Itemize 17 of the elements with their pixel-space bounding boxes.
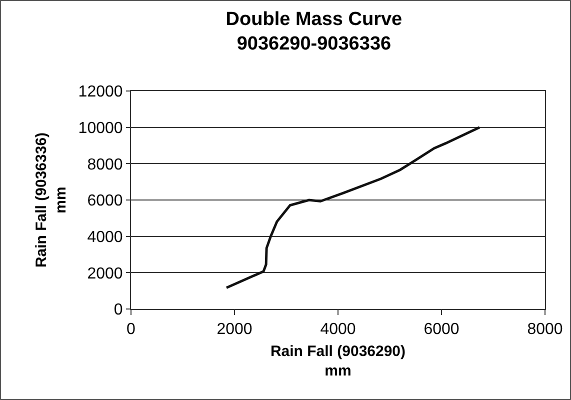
chart-subtitle: 9036290-9036336 [236, 34, 392, 55]
line-series [225, 126, 481, 289]
y-tick-label: 2000 [87, 265, 123, 282]
y-tick-label: 6000 [87, 192, 123, 210]
x-tick-label: 6000 [424, 321, 460, 338]
x-tick-label: 8000 [527, 321, 563, 338]
chart-title: Double Mass Curve [226, 8, 402, 30]
y-tick-label: 8000 [87, 156, 123, 174]
x-tick-label: 4000 [320, 321, 356, 338]
y-axis-title: Rain Fall (9036336) mm [33, 132, 70, 268]
x-axis-title: Rain Fall (9036290) mm [270, 343, 406, 380]
x-tick-label: 0 [126, 321, 136, 338]
y-tick-label: 4000 [87, 228, 123, 246]
y-tick-label: 0 [114, 302, 123, 319]
y-tick-label: 12000 [78, 84, 123, 101]
x-tick-label: 2000 [216, 321, 252, 338]
y-tick-label: 10000 [78, 120, 123, 137]
